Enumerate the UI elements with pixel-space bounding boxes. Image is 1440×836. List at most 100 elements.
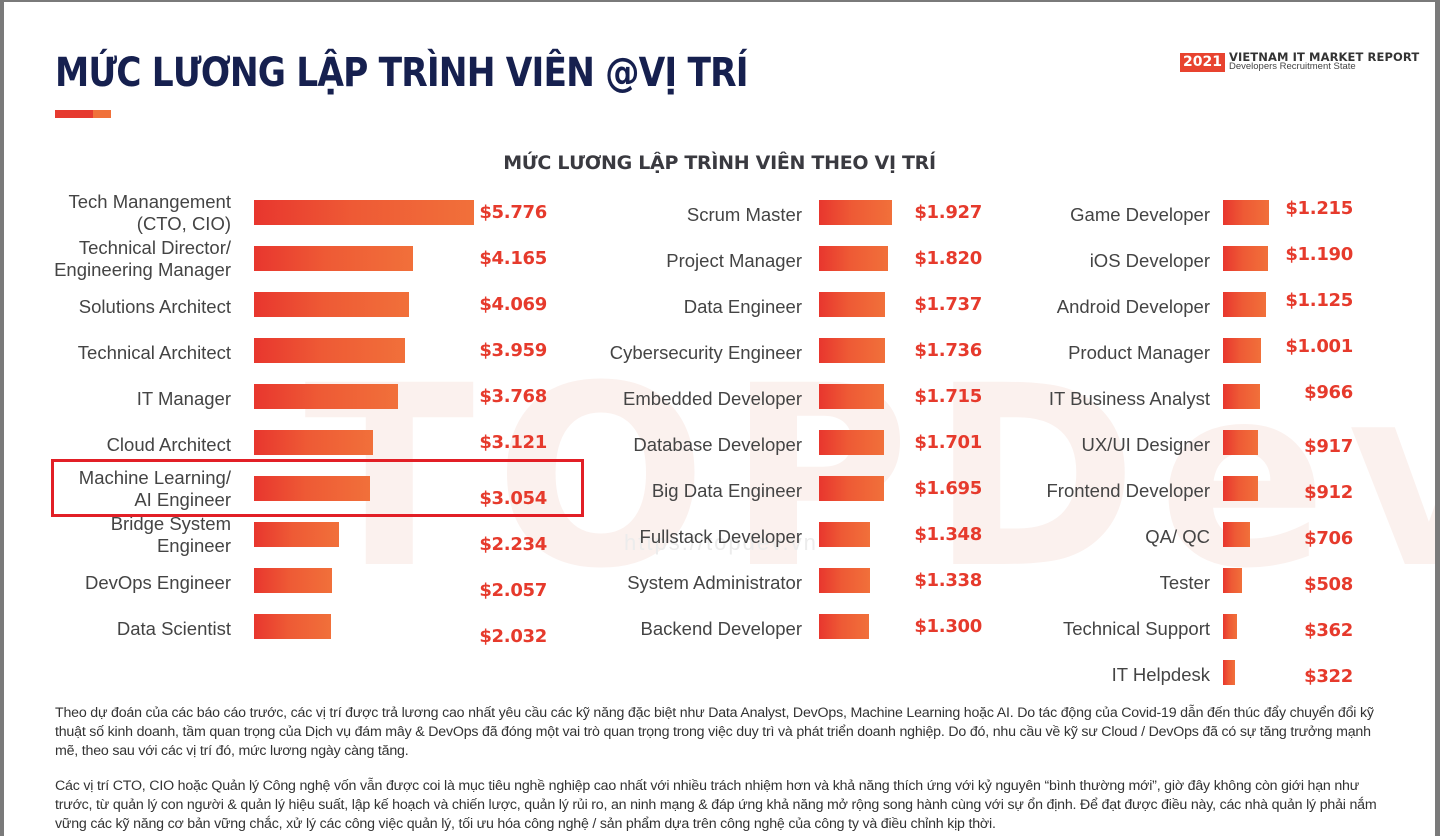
bar-label-line: IT Manager — [136, 388, 231, 409]
bar-label: IT Business Analyst — [1049, 388, 1210, 410]
bar-row: Project Manager $1.820 — [4, 244, 1435, 284]
bar-label: QA/ QC — [1145, 526, 1210, 548]
bar-label-line: iOS Developer — [1089, 250, 1210, 271]
bar-row: Product Manager $1.001 — [4, 336, 1435, 376]
bar-value: $1.715 — [914, 386, 982, 407]
bar-label: Data Engineer — [684, 296, 802, 318]
bar-row: Fullstack Developer $1.348 — [4, 520, 1435, 560]
brand-title: VIETNAM IT MARKET REPORT — [1228, 50, 1420, 64]
report-brand: 2021 VIETNAM IT MARKET REPORT Developers… — [1180, 50, 1420, 72]
bar-row: Backend Developer $1.300 — [4, 612, 1435, 652]
bar — [1223, 614, 1237, 639]
watermark-url: https://topdev.vn — [624, 530, 818, 555]
bar-label-line: Data Engineer — [683, 296, 802, 317]
bar — [819, 430, 884, 455]
bar-label-line: Technical Director/ — [78, 237, 231, 258]
bar-value: $1.348 — [914, 524, 982, 545]
bar-value: $1.215 — [1285, 198, 1353, 219]
bar-row: Tester $508 — [4, 566, 1435, 606]
bar-label-line: Tech Manangement — [68, 191, 232, 212]
bar — [1223, 568, 1242, 593]
bar-row: Big Data Engineer $1.695 — [4, 474, 1435, 514]
bar-label: Technical Director/Engineering Manager — [54, 237, 231, 281]
bar — [819, 384, 884, 409]
bar — [254, 338, 405, 363]
bar-label: Tech Manangement (CTO, CIO) — [69, 191, 232, 235]
bar-value: $322 — [1304, 666, 1353, 687]
bar — [254, 522, 339, 547]
bar-label-line: QA/ QC — [1145, 526, 1210, 547]
bar-value: $1.701 — [914, 432, 982, 453]
bar-value: $3.121 — [479, 432, 547, 453]
bar-value: $2.032 — [479, 626, 547, 647]
bar-label: Solutions Architect — [79, 296, 231, 318]
bar-row: Technical Director/Engineering Manager $4… — [4, 237, 1435, 284]
bar-label: IT Helpdesk — [1112, 664, 1210, 686]
bar-value: $1.125 — [1285, 290, 1353, 311]
bar — [819, 200, 892, 225]
bar-row: Frontend Developer $912 — [4, 474, 1435, 514]
bar-label-line: Data Scientist — [116, 618, 231, 639]
bar-row: Cloud Architect $3.121 — [4, 428, 1435, 468]
bar-row: Machine Learning/AI Engineer $3.054 — [4, 467, 1435, 514]
bar-label-line: Technical Architect — [77, 342, 231, 363]
bar-label-line: Android Developer — [1056, 296, 1210, 317]
bar-row: Cybersecurity Engineer $1.736 — [4, 336, 1435, 376]
bar — [1223, 384, 1260, 409]
bar-value: $1.300 — [914, 616, 982, 637]
bar-value: $1.737 — [914, 294, 982, 315]
bar-row: Tech Manangement (CTO, CIO) $5.776 — [4, 191, 1435, 238]
bar-label-line: Frontend Developer — [1046, 480, 1210, 501]
bar-value: $1.001 — [1285, 336, 1353, 357]
bar-label-line: Cybersecurity Engineer — [609, 342, 802, 363]
bar-value: $917 — [1304, 436, 1353, 457]
bar-label-line: Big Data Engineer — [651, 480, 802, 501]
bar-label: Database Developer — [633, 434, 802, 456]
bar-label-line: Cloud Architect — [106, 434, 231, 455]
bar — [1223, 246, 1268, 271]
bar-row: Data Engineer $1.737 — [4, 290, 1435, 330]
bar-label-line: DevOps Engineer — [84, 572, 231, 593]
bar-label: Product Manager — [1068, 342, 1210, 364]
bar-row: System Administrator $1.338 — [4, 566, 1435, 606]
bar-value: $1.338 — [914, 570, 982, 591]
bar-label-line: Solutions Architect — [78, 296, 231, 317]
bar-row: Bridge System Engineer $2.234 — [4, 513, 1435, 560]
bar-value: $2.234 — [479, 534, 547, 555]
bar — [1223, 292, 1266, 317]
bar — [254, 292, 409, 317]
brand-subtitle: Developers Recruitment State — [1228, 61, 1356, 72]
bar-label: Android Developer — [1057, 296, 1210, 318]
bar-label-line: Fullstack Developer — [639, 526, 802, 547]
bar — [254, 384, 398, 409]
bar-label-line: Engineering Manager — [54, 259, 231, 280]
bar-value: $1.927 — [914, 202, 982, 223]
bar — [254, 476, 370, 501]
bar-label: Fullstack Developer — [640, 526, 802, 548]
bar — [819, 568, 870, 593]
bar-label: Bridge System Engineer — [111, 513, 231, 557]
bar-label: Project Manager — [666, 250, 802, 272]
report-page: TOPDev https://topdev.vn MỨC LƯƠNG LẬP T… — [4, 2, 1435, 836]
brand-year-badge: 2021 — [1180, 52, 1225, 72]
bar-row: UX/UI Designer $917 — [4, 428, 1435, 468]
bar — [1223, 522, 1250, 547]
bar-label: IT Manager — [137, 388, 231, 410]
bar-value: $1.190 — [1285, 244, 1353, 265]
bar-label: iOS Developer — [1090, 250, 1210, 272]
bar — [1223, 200, 1269, 225]
bar — [254, 614, 331, 639]
bar-row: DevOps Engineer $2.057 — [4, 566, 1435, 606]
bar-value: $912 — [1304, 482, 1353, 503]
bar-label: Data Scientist — [117, 618, 231, 640]
bar-row: IT Manager $3.768 — [4, 382, 1435, 422]
bar-value: $4.069 — [479, 294, 547, 315]
bar-row: IT Business Analyst $966 — [4, 382, 1435, 422]
bar-label-line: Embedded Developer — [623, 388, 802, 409]
paragraph-2: Các vị trí CTO, CIO hoặc Quản lý Công ng… — [55, 778, 1377, 832]
bar-label-line: Project Manager — [666, 250, 802, 271]
bar-label-line: System Administrator — [627, 572, 802, 593]
bar — [1223, 430, 1258, 455]
paragraph-1: Theo dự đoán của các báo cáo trước, các … — [55, 705, 1374, 759]
bar-label: Machine Learning/AI Engineer — [79, 467, 231, 511]
